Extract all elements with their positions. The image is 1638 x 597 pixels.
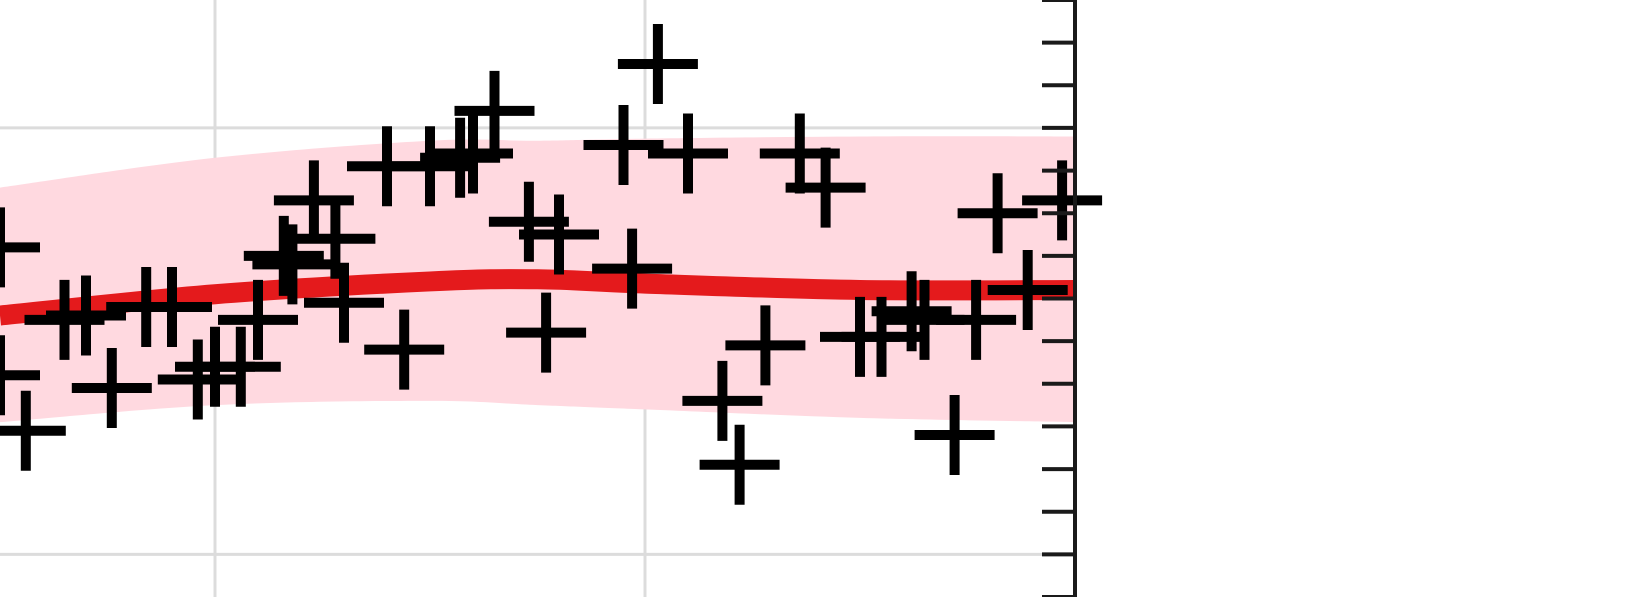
data-point: [957, 173, 1038, 254]
data-point: [252, 224, 333, 305]
data-point: [583, 104, 664, 185]
data-point: [725, 305, 806, 386]
data-point: [519, 194, 599, 275]
data-point: [936, 279, 1017, 360]
data-point: [699, 424, 780, 505]
data-point: [295, 198, 376, 279]
data-point: [304, 262, 384, 343]
data-point: [71, 348, 152, 429]
data-point: [200, 326, 281, 407]
data-point: [1022, 160, 1103, 241]
data-point: [218, 279, 298, 360]
data-points-layer: [0, 23, 1103, 505]
data-point: [364, 309, 445, 390]
data-point: [0, 335, 40, 416]
data-point: [617, 23, 698, 104]
data-point: [243, 215, 324, 296]
data-point: [592, 228, 673, 309]
data-point: [132, 267, 212, 348]
data-point: [46, 275, 126, 356]
fit-line-layer: [0, 269, 1076, 326]
data-point: [273, 160, 354, 241]
data-point: [433, 113, 513, 194]
y-axis: [1042, 0, 1077, 597]
data-point: [871, 271, 952, 352]
data-point: [157, 339, 238, 420]
data-point: [914, 394, 995, 475]
fit-line: [0, 269, 1076, 326]
data-point: [987, 249, 1068, 330]
data-point: [506, 292, 587, 373]
data-point: [0, 390, 66, 471]
data-point: [454, 70, 535, 151]
data-point: [785, 147, 866, 228]
data-point: [682, 360, 763, 441]
data-point: [648, 113, 728, 194]
data-point: [0, 207, 40, 288]
